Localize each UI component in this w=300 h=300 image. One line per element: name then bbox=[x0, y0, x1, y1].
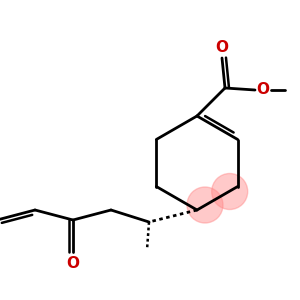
Circle shape bbox=[212, 173, 248, 209]
Text: O: O bbox=[67, 256, 80, 272]
Circle shape bbox=[187, 187, 223, 223]
Text: O: O bbox=[256, 82, 269, 98]
Text: O: O bbox=[215, 40, 229, 56]
